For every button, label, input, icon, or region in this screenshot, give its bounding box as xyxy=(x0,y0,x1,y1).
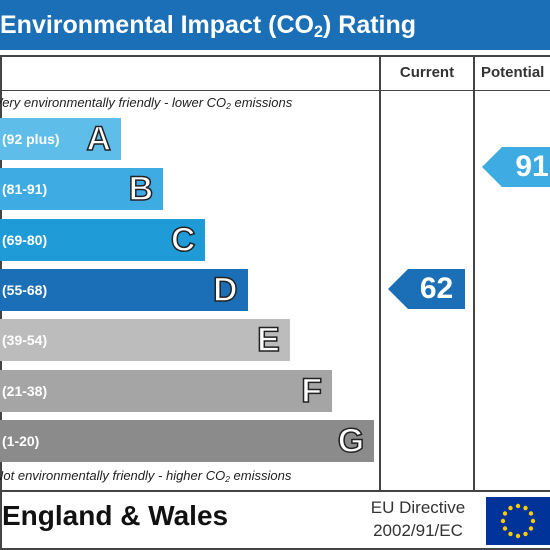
eu-flag xyxy=(486,497,550,545)
column-header: Potential xyxy=(481,64,545,81)
band-range: (81-91) xyxy=(2,181,48,198)
band-range: (92 plus) xyxy=(2,131,60,147)
star xyxy=(523,531,528,537)
band: (1-20) G xyxy=(0,419,375,462)
top-note: Very environmentally friendly - lower CO… xyxy=(0,95,292,110)
band-letter: F xyxy=(300,371,322,411)
border xyxy=(0,490,550,492)
title-text: Environmental Impact (CO xyxy=(0,11,314,39)
band-letter: B xyxy=(128,170,154,210)
band-letter: C xyxy=(170,220,196,260)
band-range: (39-54) xyxy=(2,332,48,349)
title-sub: 2 xyxy=(313,23,323,42)
star xyxy=(528,511,534,516)
potential-rating: 91 xyxy=(482,147,550,187)
star xyxy=(500,518,506,524)
star xyxy=(502,511,508,516)
region: England & Wales xyxy=(2,500,229,531)
arrow-fill xyxy=(482,147,550,187)
band: (69-80) C xyxy=(0,218,206,261)
note-text: Very environmentally friendly - lower CO xyxy=(0,95,227,110)
band-range: (1-20) xyxy=(2,432,40,449)
band: (55-68) D xyxy=(0,268,248,311)
column-header: Current xyxy=(399,64,455,81)
band-letter: G xyxy=(337,421,365,461)
arrow-shape xyxy=(388,269,465,309)
current-rating: 62 xyxy=(388,269,465,309)
band-range: (69-80) xyxy=(2,231,48,248)
band-letter: E xyxy=(256,320,280,360)
star xyxy=(508,505,513,511)
directive: EU Directive 2002/91/EC xyxy=(355,496,481,542)
band-range: (21-38) xyxy=(2,382,48,399)
star xyxy=(523,505,528,511)
directive-line: 2002/91/EC xyxy=(373,521,463,540)
rating-value: 62 xyxy=(419,272,454,305)
title: Environmental Impact (CO2) Rating xyxy=(0,0,550,50)
note-sub: 2 xyxy=(226,101,231,112)
band: (39-54) E xyxy=(0,319,290,362)
band: (21-38) F xyxy=(0,369,332,412)
rating-value: 91 xyxy=(515,150,549,183)
band: (92 plus) A xyxy=(0,118,121,160)
flag-stars xyxy=(500,503,536,539)
star xyxy=(502,526,508,531)
note-text: emissions xyxy=(230,95,293,110)
band: (81-91) B xyxy=(0,168,164,211)
border xyxy=(0,90,550,91)
note-text: emissions xyxy=(229,468,292,483)
band-letter: A xyxy=(86,119,112,159)
star xyxy=(530,518,536,524)
band-letter: D xyxy=(212,270,238,310)
border xyxy=(379,55,381,492)
border xyxy=(0,55,550,57)
star xyxy=(515,533,521,539)
star xyxy=(515,503,521,509)
border xyxy=(473,55,475,492)
star xyxy=(508,531,513,537)
arrow-shape xyxy=(482,147,550,187)
arrow-fill xyxy=(388,269,465,309)
title-text: ) Rating xyxy=(323,11,417,39)
directive-line: EU Directive xyxy=(370,498,466,517)
note-sub: 2 xyxy=(225,474,230,485)
star xyxy=(528,526,534,531)
bottom-note: Not environmentally friendly - higher CO… xyxy=(0,468,291,483)
band-range: (55-68) xyxy=(2,281,48,298)
note-text: Not environmentally friendly - higher CO xyxy=(0,468,226,483)
border xyxy=(0,548,550,550)
